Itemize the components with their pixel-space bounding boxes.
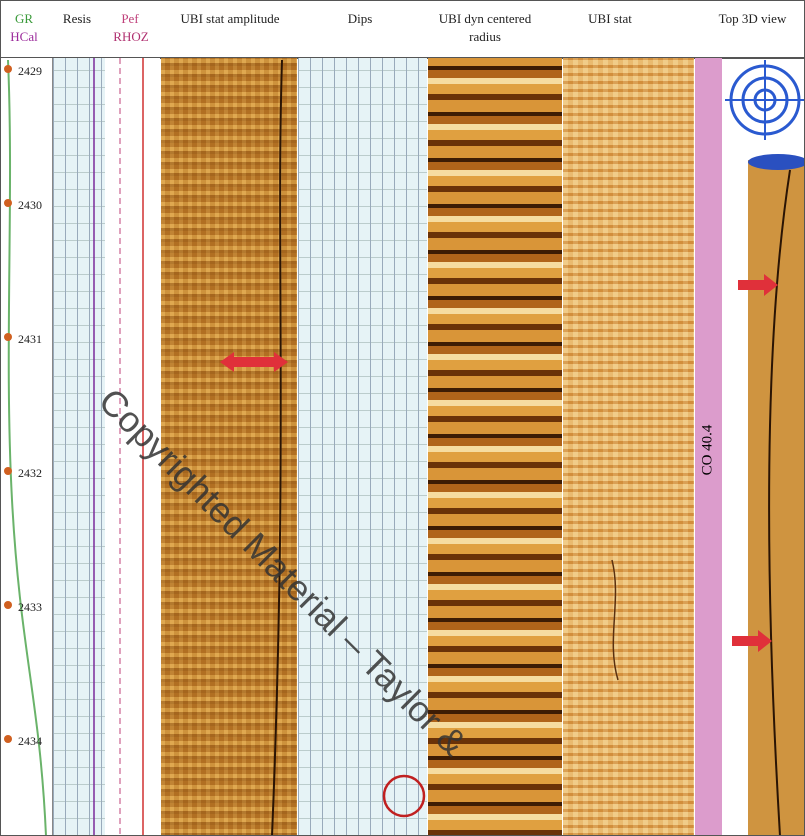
depth-label: 2433 [18, 600, 42, 615]
depth-label: 2431 [18, 332, 42, 347]
target-icon [725, 60, 805, 140]
core-cylinder [748, 160, 805, 836]
depth-label: 2432 [18, 466, 42, 481]
depth-label: 2430 [18, 198, 42, 213]
fracture [272, 60, 282, 836]
depth-tick [4, 735, 12, 743]
gr-curve [8, 60, 46, 836]
highlight-circle [384, 776, 424, 816]
arrow [220, 352, 288, 372]
fracture [612, 560, 618, 680]
depth-tick [4, 601, 12, 609]
depth-tick [4, 467, 12, 475]
depth-tick [4, 65, 12, 73]
depth-tick [4, 199, 12, 207]
depth-label: 2429 [18, 64, 42, 79]
depth-label: 2434 [18, 734, 42, 749]
depth-tick [4, 333, 12, 341]
log-figure: GR HCal Resis Pef RHOZ UBI stat amplitud… [0, 0, 805, 836]
